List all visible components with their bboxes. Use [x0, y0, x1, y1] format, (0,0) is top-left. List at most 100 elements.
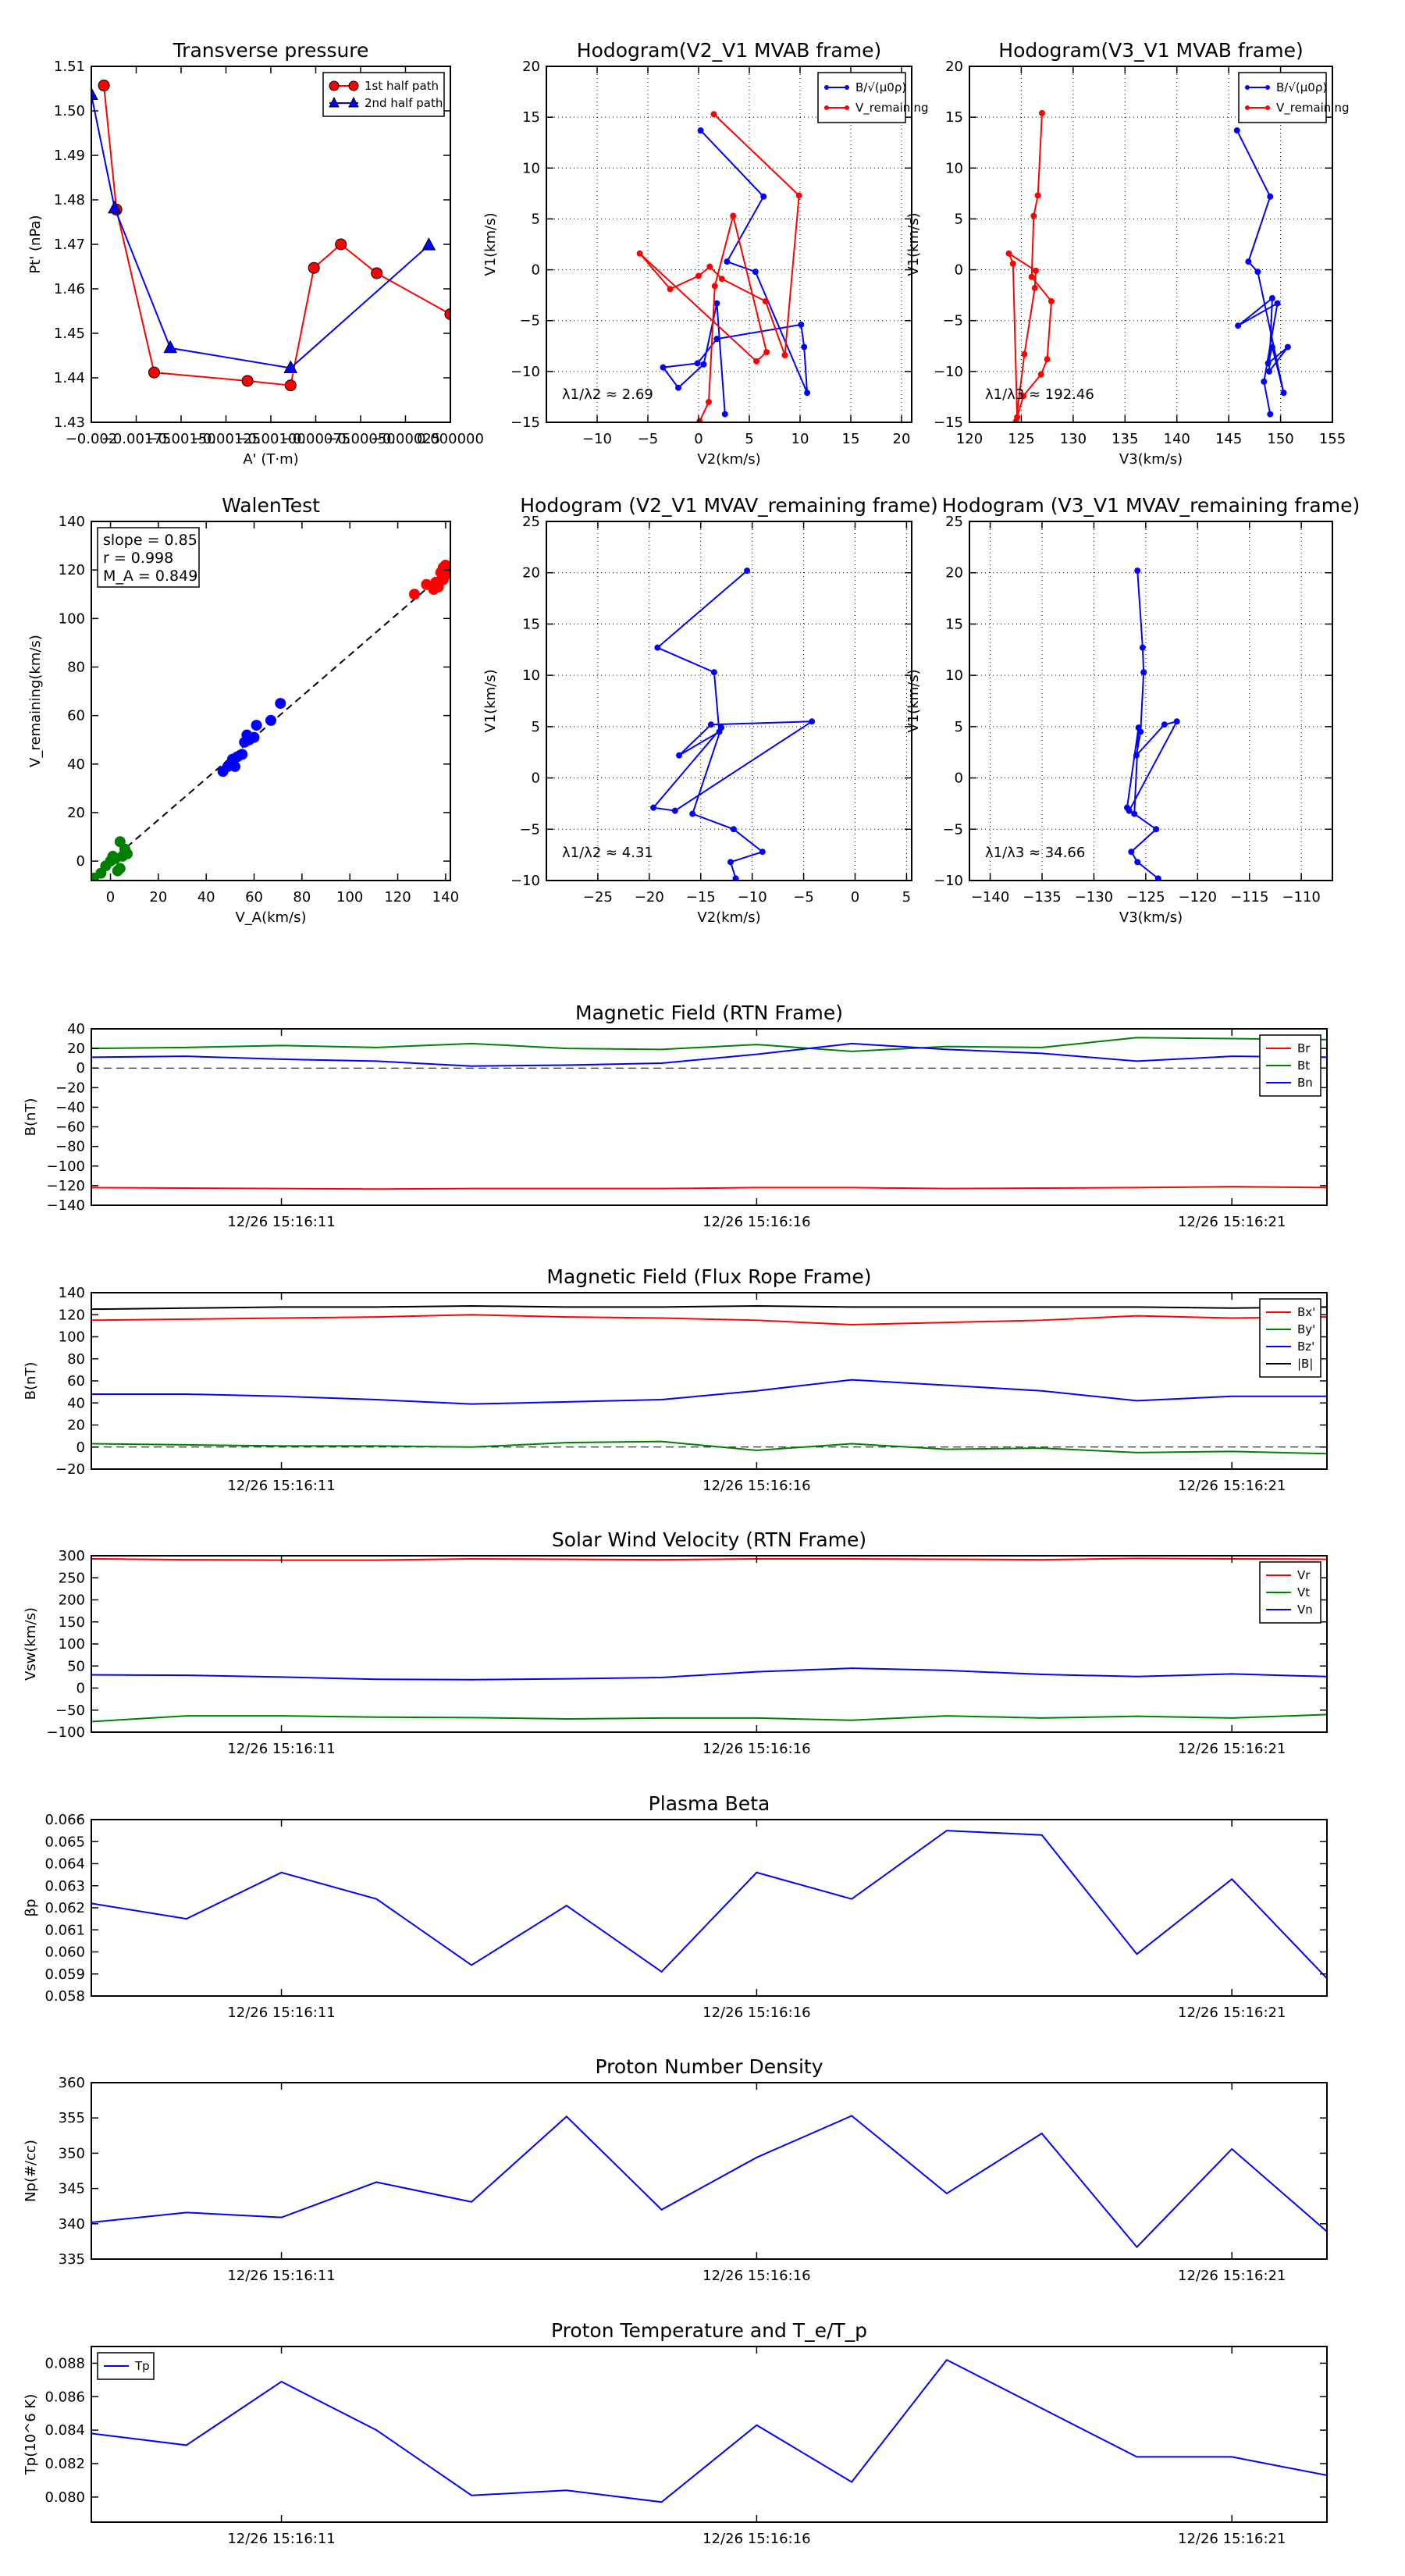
x-tick-label: 12/26 15:16:21: [1178, 1741, 1286, 1757]
y-tick-label: 40: [67, 1021, 85, 1037]
series-line-v: [652, 570, 815, 879]
data-point: [251, 720, 262, 731]
y-axis-label: Pt' (nPa): [27, 215, 44, 273]
y-tick-label: 0.066: [44, 1812, 85, 1828]
data-point: [1030, 212, 1037, 219]
legend-marker: [824, 85, 829, 90]
legend-label: Vr: [1297, 1568, 1311, 1582]
legend-marker: [1265, 85, 1270, 90]
series-line--b-: [91, 1304, 1327, 1311]
stats-box: [97, 527, 200, 588]
y-tick-label: 10: [945, 160, 963, 176]
y-tick-label: 10: [522, 160, 540, 176]
eigenvalue-ratio-label: λ1/λ2 ≈ 2.69: [562, 386, 653, 403]
series-line-1st-half-path: [103, 85, 450, 386]
x-tick-label: 12/26 15:16:16: [702, 1214, 810, 1230]
eigenvalue-ratio-label: λ1/λ2 ≈ 4.31: [562, 845, 653, 861]
chart-title: Proton Number Density: [596, 2055, 823, 2078]
x-tick-label: −5: [793, 889, 814, 906]
plot-area: [91, 1037, 1327, 1190]
y-tick-label: 10: [522, 667, 540, 684]
y-tick-label: 5: [532, 211, 540, 227]
y-tick-label: 345: [59, 2181, 85, 2197]
y-tick-label: 350: [59, 2145, 85, 2161]
y-axis-label: Tp(10^6 K): [23, 2394, 39, 2475]
data-point: [798, 321, 805, 328]
chart-title: Hodogram (V3_V1 MVAV_remaining frame): [942, 494, 1361, 517]
y-tick-label: 1.50: [54, 103, 85, 119]
chart-1: −10 −5 0 5 10 15 20 −15 −10 −5 0 5 10 15 20 Hodogram(V2…: [482, 39, 929, 468]
data-point: [1009, 260, 1016, 267]
plot-frame: [91, 521, 451, 881]
data-point: [1020, 393, 1027, 400]
x-axis-label: V2(km/s): [697, 909, 760, 926]
legend-marker: [348, 80, 359, 91]
y-tick-label: 0.063: [44, 1878, 85, 1895]
data-point: [148, 366, 160, 379]
legend-box: [322, 72, 445, 117]
x-tick-label: −120: [1179, 889, 1217, 906]
data-point: [752, 269, 759, 276]
chart-title: Plasma Beta: [649, 1792, 770, 1815]
data-point: [804, 390, 811, 397]
chart-6: 12/26 15:16:11 12/26 15:16:16 12/26 15:16:…: [23, 1002, 1328, 1230]
chart-9: 12/26 15:16:11 12/26 15:16:16 12/26 15:16:…: [23, 1792, 1328, 2021]
data-point: [801, 343, 808, 350]
legend-marker: [824, 105, 829, 110]
plot-frame: [969, 66, 1333, 423]
y-tick-label: −100: [47, 1158, 85, 1175]
chart-5: −140 −135 −130 −125 −120 −115 −110 −10 −5 0 5 10 15 2…: [905, 494, 1360, 926]
y-tick-label: 0.061: [44, 1922, 85, 1938]
x-tick-label: 80: [293, 889, 311, 906]
plot-area: [91, 1304, 1327, 1455]
y-tick-label: 140: [59, 514, 85, 530]
plot-area: [91, 559, 450, 881]
data-point: [122, 848, 133, 859]
data-point: [241, 729, 253, 741]
series-line-vn: [91, 1667, 1327, 1681]
plot-frame: [91, 2346, 1328, 2523]
chart-title: Magnetic Field (Flux Rope Frame): [546, 1265, 871, 1288]
data-point: [241, 375, 254, 387]
series-line-b-0-: [661, 130, 809, 415]
legend-label: 2nd half path: [365, 96, 443, 110]
data-point: [711, 283, 718, 290]
data-point: [753, 358, 760, 365]
x-tick-label: 0.000000: [417, 431, 484, 447]
x-tick-label: −10: [738, 889, 767, 906]
y-tick-label: 15: [945, 109, 963, 126]
x-tick-label: 100: [336, 889, 363, 906]
x-tick-label: −0.00125: [191, 431, 261, 447]
data-point: [1261, 378, 1268, 385]
y-tick-label: 250: [59, 1570, 85, 1586]
data-point: [730, 826, 737, 833]
data-point: [724, 258, 731, 265]
y-tick-label: 20: [67, 1418, 85, 1434]
y-tick-label: −60: [55, 1119, 85, 1136]
data-point: [697, 127, 704, 134]
x-tick-label: −0.00100: [236, 431, 306, 447]
x-axis-label: V2(km/s): [697, 451, 760, 468]
y-tick-label: 1.45: [54, 326, 85, 342]
data-point: [1037, 371, 1044, 378]
data-point: [1131, 810, 1138, 817]
data-point: [1274, 300, 1281, 307]
series-line-2nd-half-path: [91, 94, 430, 369]
chart-title: Transverse pressure: [173, 39, 369, 62]
data-point: [1134, 568, 1141, 575]
x-tick-label: 0: [851, 889, 859, 906]
y-tick-label: 1.49: [54, 148, 85, 164]
x-tick-label: −5: [638, 431, 659, 447]
y-tick-label: 20: [522, 565, 540, 582]
x-tick-label: −0.00050: [325, 431, 396, 447]
data-point: [795, 192, 802, 199]
data-point: [1140, 669, 1147, 676]
y-tick-label: 0.059: [44, 1966, 85, 1983]
series-line-by-: [91, 1440, 1327, 1455]
plot-area: [650, 568, 816, 881]
legend-label: Br: [1297, 1041, 1311, 1055]
x-tick-label: 150: [1267, 431, 1293, 447]
data-point: [335, 238, 347, 251]
y-tick-label: −100: [47, 1724, 85, 1741]
chart-10: 12/26 15:16:11 12/26 15:16:16 12/26 15:16:…: [23, 2055, 1328, 2284]
